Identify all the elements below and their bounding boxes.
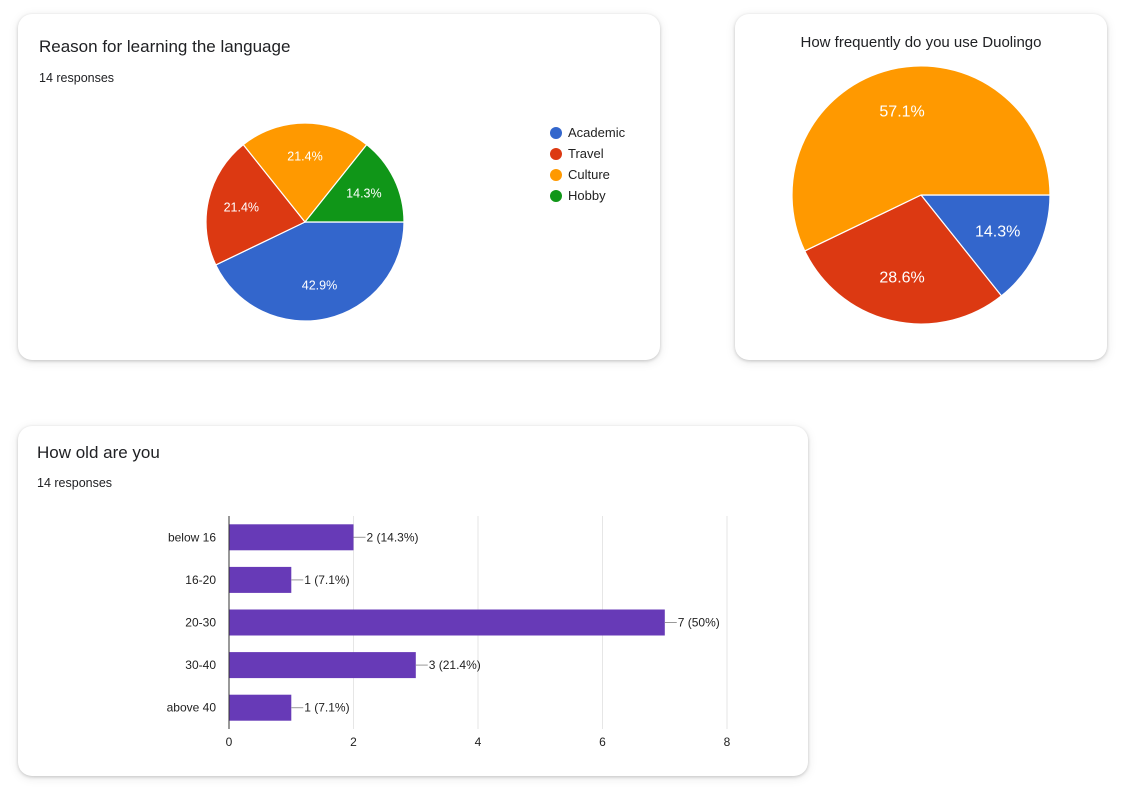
legend-label: Culture (568, 167, 610, 182)
reason-slice-hobby (303, 143, 405, 223)
age-response-count: 14 responses (37, 476, 113, 490)
legend-label: Academic (568, 125, 626, 140)
reason-label-hobby: 14.3% (346, 187, 381, 201)
legend-item-travel: Travel (550, 143, 625, 164)
age-bar-chart: 0 2 4 6 8 below 16 2 (14.3%) 16-20 1 (7.1%) 20-30… (167, 516, 731, 749)
x-tick-label: 6 (599, 735, 606, 749)
value-label-above-40: 1 (7.1%) (304, 701, 349, 715)
legend-label: Travel (568, 146, 604, 161)
legend-item-academic: Academic (550, 122, 625, 143)
bar-above-40 (229, 694, 292, 721)
reason-chart-title: Reason for learning the language (39, 37, 291, 56)
x-tick-label: 4 (475, 735, 482, 749)
legend-item-hobby: Hobby (550, 185, 625, 206)
value-label-below-16: 2 (14.3%) (367, 530, 419, 544)
frequency-slice-slice-2 (803, 194, 1003, 325)
reason-slice-culture (242, 122, 368, 223)
value-label-30-40: 3 (21.4%) (429, 658, 481, 672)
category-label-above-40: above 40 (167, 701, 217, 715)
frequency-slice-slice-3 (791, 65, 1051, 252)
frequency-chart-title: How frequently do you use Duolingo (800, 34, 1042, 51)
x-tick-label: 0 (226, 735, 233, 749)
reason-slice-travel (205, 143, 306, 266)
reason-label-culture: 21.4% (287, 150, 322, 164)
legend-label: Hobby (568, 188, 606, 203)
category-label-below-16: below 16 (168, 530, 216, 544)
frequency-label-slice-3: 57.1% (879, 104, 924, 121)
category-label-20-30: 20-30 (185, 616, 216, 630)
reason-chart-card: Reason for learning the language 14 resp… (18, 14, 660, 360)
bar-below-16 (229, 524, 354, 551)
frequency-slice-slice-1 (919, 194, 1051, 297)
frequency-pie-chart: 14.3% 28.6% 57.1% (791, 65, 1051, 325)
value-label-20-30: 7 (50%) (678, 616, 720, 630)
reason-pie-chart: 42.9% 21.4% 21.4% 14.3% (205, 122, 405, 322)
age-chart-title: How old are you (37, 443, 160, 462)
x-tick-label: 2 (350, 735, 357, 749)
bar-16-20 (229, 566, 292, 593)
legend-item-culture: Culture (550, 164, 625, 185)
reason-slice-academic (214, 221, 405, 322)
legend-swatch (550, 147, 562, 160)
category-label-30-40: 30-40 (185, 658, 216, 672)
frequency-label-slice-2: 28.6% (879, 270, 924, 287)
frequency-chart-card: How frequently do you use Duolingo 14.3%… (735, 14, 1107, 360)
frequency-label-slice-1: 14.3% (975, 223, 1020, 240)
reason-label-academic: 42.9% (302, 279, 337, 293)
bar-30-40 (229, 652, 416, 679)
legend-swatch (550, 168, 562, 181)
x-tick-label: 8 (724, 735, 731, 749)
legend-swatch (550, 189, 562, 202)
age-chart-card: How old are you 14 responses 0 2 4 6 8 below … (18, 426, 808, 776)
bar-20-30 (229, 609, 665, 636)
value-label-16-20: 1 (7.1%) (304, 573, 349, 587)
reason-legend: Academic Travel Culture Hobby (550, 122, 625, 206)
legend-swatch (550, 126, 562, 139)
reason-label-travel: 21.4% (224, 201, 259, 215)
category-label-16-20: 16-20 (185, 573, 216, 587)
reason-response-count: 14 responses (39, 71, 115, 85)
